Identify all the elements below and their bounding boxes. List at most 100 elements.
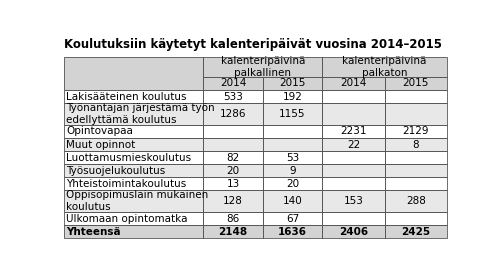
Bar xyxy=(385,225,447,238)
Text: 153: 153 xyxy=(344,196,364,206)
Bar xyxy=(263,212,322,225)
Bar xyxy=(204,125,263,138)
Text: 288: 288 xyxy=(406,196,426,206)
Bar xyxy=(385,151,447,164)
Bar xyxy=(263,177,322,190)
Text: Lakisääteinen koulutus: Lakisääteinen koulutus xyxy=(66,92,187,102)
Bar xyxy=(322,90,385,103)
Bar xyxy=(322,103,385,125)
Bar xyxy=(385,164,447,177)
Bar xyxy=(204,77,263,90)
Bar xyxy=(385,90,447,103)
Bar xyxy=(64,190,204,212)
Text: 22: 22 xyxy=(347,140,360,150)
Bar xyxy=(385,125,447,138)
Bar xyxy=(64,125,204,138)
Text: 128: 128 xyxy=(223,196,243,206)
Text: 53: 53 xyxy=(286,153,299,163)
Text: 192: 192 xyxy=(283,92,302,102)
Text: 86: 86 xyxy=(226,214,240,224)
Bar xyxy=(322,177,385,190)
Bar xyxy=(322,125,385,138)
Text: Muut opinnot: Muut opinnot xyxy=(66,140,135,150)
Bar xyxy=(385,212,447,225)
Text: 2425: 2425 xyxy=(401,227,430,237)
Bar xyxy=(385,164,447,177)
Bar xyxy=(322,190,385,212)
Bar xyxy=(64,90,204,103)
Bar xyxy=(204,138,263,151)
Text: kalenteripäivinä
palkaton: kalenteripäivinä palkaton xyxy=(342,56,426,78)
Text: Luottamusmieskoulutus: Luottamusmieskoulutus xyxy=(66,153,192,163)
Text: Ulkomaan opintomatka: Ulkomaan opintomatka xyxy=(66,214,188,224)
Bar xyxy=(385,103,447,125)
Bar xyxy=(263,103,322,125)
Bar xyxy=(64,164,204,177)
Bar xyxy=(204,190,263,212)
Text: 140: 140 xyxy=(283,196,302,206)
Text: 82: 82 xyxy=(226,153,240,163)
Text: 1155: 1155 xyxy=(279,109,306,119)
Bar xyxy=(263,138,322,151)
Bar xyxy=(322,151,385,164)
Bar xyxy=(385,138,447,151)
Bar xyxy=(204,77,263,90)
Bar xyxy=(322,164,385,177)
Bar xyxy=(385,190,447,212)
Text: 2015: 2015 xyxy=(403,79,429,89)
Bar xyxy=(263,225,322,238)
Bar xyxy=(322,125,385,138)
Bar xyxy=(322,138,385,151)
Bar xyxy=(204,177,263,190)
Bar xyxy=(204,151,263,164)
Bar xyxy=(385,125,447,138)
Bar xyxy=(204,103,263,125)
Bar xyxy=(385,138,447,151)
Bar xyxy=(204,138,263,151)
Bar xyxy=(322,225,385,238)
Bar xyxy=(204,212,263,225)
Bar xyxy=(204,57,322,77)
Bar xyxy=(263,177,322,190)
Bar xyxy=(64,151,204,164)
Text: 13: 13 xyxy=(226,179,240,189)
Bar xyxy=(263,164,322,177)
Bar xyxy=(385,151,447,164)
Bar xyxy=(204,151,263,164)
Bar xyxy=(64,138,204,151)
Bar xyxy=(204,164,263,177)
Bar xyxy=(263,125,322,138)
Text: 20: 20 xyxy=(286,179,299,189)
Bar xyxy=(204,90,263,103)
Bar xyxy=(263,164,322,177)
Bar xyxy=(263,225,322,238)
Text: kalenteripäivinä
palkallinen: kalenteripäivinä palkallinen xyxy=(220,56,305,78)
Bar xyxy=(64,138,204,151)
Bar xyxy=(385,90,447,103)
Bar xyxy=(64,125,204,138)
Bar xyxy=(322,138,385,151)
Text: 67: 67 xyxy=(286,214,299,224)
Bar xyxy=(64,225,204,238)
Bar xyxy=(385,177,447,190)
Bar xyxy=(64,177,204,190)
Bar xyxy=(322,190,385,212)
Text: 8: 8 xyxy=(412,140,419,150)
Text: Työsuojelukoulutus: Työsuojelukoulutus xyxy=(66,166,165,176)
Bar xyxy=(204,57,322,77)
Bar xyxy=(64,164,204,177)
Text: Yhteistoimintakoulutus: Yhteistoimintakoulutus xyxy=(66,179,187,189)
Bar xyxy=(64,57,204,90)
Bar xyxy=(204,225,263,238)
Bar xyxy=(64,103,204,125)
Bar xyxy=(385,77,447,90)
Bar xyxy=(263,190,322,212)
Bar xyxy=(64,103,204,125)
Bar xyxy=(263,77,322,90)
Bar xyxy=(263,151,322,164)
Text: 2014: 2014 xyxy=(220,79,247,89)
Bar xyxy=(385,225,447,238)
Text: 2129: 2129 xyxy=(403,126,429,136)
Bar xyxy=(64,90,204,103)
Bar xyxy=(263,90,322,103)
